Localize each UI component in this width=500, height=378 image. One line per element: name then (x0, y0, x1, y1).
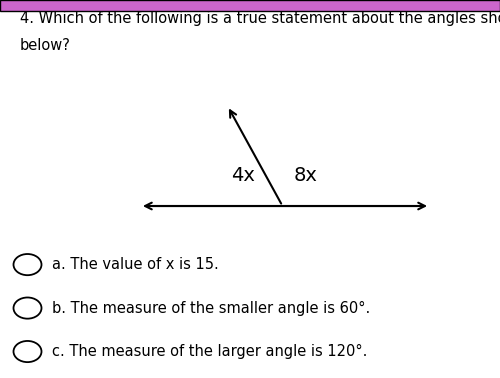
Text: c. The measure of the larger angle is 120°.: c. The measure of the larger angle is 12… (52, 344, 368, 359)
Text: b. The measure of the smaller angle is 60°.: b. The measure of the smaller angle is 6… (52, 301, 371, 316)
Text: 4. Which of the following is a true statement about the angles shown: 4. Which of the following is a true stat… (20, 11, 500, 26)
Text: 4x: 4x (231, 166, 255, 185)
Text: a. The value of x is 15.: a. The value of x is 15. (52, 257, 219, 272)
Text: below?: below? (20, 38, 71, 53)
Text: 8x: 8x (294, 166, 318, 185)
